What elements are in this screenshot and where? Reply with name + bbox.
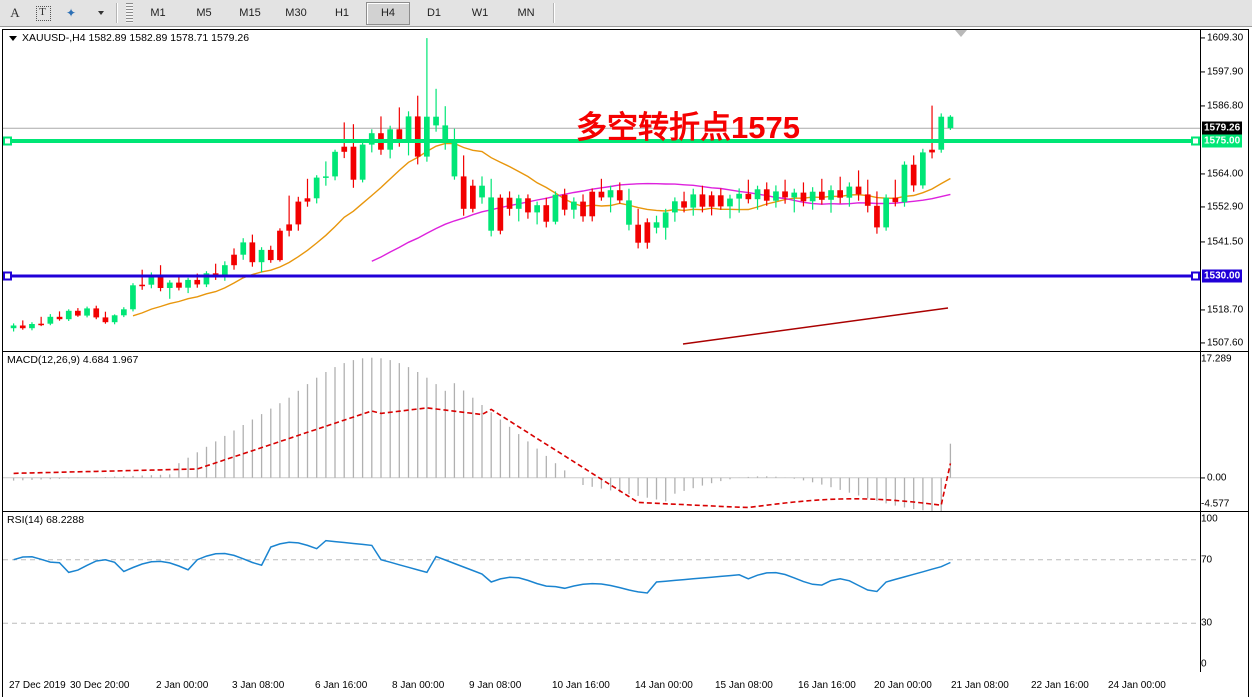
toolbar-separator <box>116 3 118 23</box>
time-axis-label: 30 Dec 20:00 <box>70 680 130 691</box>
macd-label: MACD(12,26,9) 4.684 1.967 <box>7 354 139 366</box>
macd-tick: 0.00 <box>1201 472 1226 483</box>
chart-annotation: 多空转折点1575 <box>576 110 800 145</box>
price-scale[interactable]: 1609.30 1597.90 1586.80 1564.00 1552.90 1541.… <box>1200 30 1248 351</box>
rsi-scale[interactable]: 100 70 30 0 <box>1200 512 1248 672</box>
price-tick: 1518.70 <box>1201 304 1243 315</box>
symbol-ohlc-label: XAUUSD-,H4 1582.89 1582.89 1578.71 1579.… <box>22 32 250 44</box>
price-tick: 1597.90 <box>1201 67 1243 78</box>
timeframe-m5[interactable]: M5 <box>196 7 212 19</box>
rsi-tick: 70 <box>1201 554 1213 566</box>
time-axis-label: 24 Jan 00:00 <box>1108 680 1166 691</box>
time-axis-label: 15 Jan 08:00 <box>715 680 773 691</box>
time-axis-label: 2 Jan 00:00 <box>156 680 209 691</box>
time-axis-label: 14 Jan 00:00 <box>635 680 693 691</box>
price-tick: 1541.50 <box>1201 236 1243 247</box>
symbol-header[interactable]: XAUUSD-,H4 1582.89 1582.89 1578.71 1579.… <box>9 32 249 44</box>
toolbar-grip[interactable] <box>126 3 133 23</box>
font-icon[interactable]: A <box>10 5 20 20</box>
rsi-plot[interactable] <box>3 512 1200 672</box>
price-plot[interactable] <box>3 30 1200 351</box>
rsi-pane[interactable]: RSI(14) 68.2288 100 70 30 0 <box>3 512 1248 672</box>
toolbar: A T ✦ M1 M5 M15 M30 H1 H4 D1 W1 MN <box>0 0 1252 27</box>
chevron-down-icon[interactable] <box>9 35 17 41</box>
timeframe-d1[interactable]: D1 <box>426 7 442 19</box>
rsi-svg <box>3 539 1200 624</box>
rsi-label: RSI(14) 68.2288 <box>7 514 85 526</box>
time-axis-label: 9 Jan 08:00 <box>469 680 522 691</box>
timeframe-m15[interactable]: M15 <box>239 7 261 19</box>
time-axis-label: 3 Jan 08:00 <box>232 680 285 691</box>
timeframe-w1[interactable]: W1 <box>471 7 489 19</box>
timeframe-mn[interactable]: MN <box>517 7 535 19</box>
support-level-badge-green[interactable]: 1575.00 <box>1202 134 1243 148</box>
macd-tick: 17.289 <box>1201 353 1232 365</box>
time-axis-label: 21 Jan 08:00 <box>951 680 1009 691</box>
macd-plot[interactable] <box>3 352 1200 511</box>
support-level-badge-blue[interactable]: 1530.00 <box>1202 269 1243 283</box>
rsi-tick: 0 <box>1201 658 1207 670</box>
time-axis-label: 20 Jan 00:00 <box>874 680 932 691</box>
price-tick: 1507.60 <box>1201 338 1243 349</box>
rsi-tick: 30 <box>1201 617 1213 629</box>
macd-tick: -4.577 <box>1201 498 1230 510</box>
price-tick: 1564.00 <box>1201 168 1243 179</box>
price-tick: 1586.80 <box>1201 100 1243 111</box>
toolbar-separator-2 <box>553 3 555 23</box>
time-axis-label: 22 Jan 16:00 <box>1031 680 1089 691</box>
rsi-tick: 100 <box>1201 513 1218 525</box>
macd-scale[interactable]: 17.289 0.00 -4.577 <box>1200 352 1248 511</box>
timeframe-m30[interactable]: M30 <box>285 7 307 19</box>
text-box-icon[interactable]: T <box>30 2 56 24</box>
price-pane[interactable]: XAUUSD-,H4 1582.89 1582.89 1578.71 1579.… <box>3 30 1248 352</box>
time-axis-label: 8 Jan 00:00 <box>392 680 445 691</box>
chart-marker-triangle-icon <box>955 30 967 37</box>
sparkle-icon[interactable]: ✦ <box>65 6 77 20</box>
chart-frame: XAUUSD-,H4 1582.89 1582.89 1578.71 1579.… <box>2 29 1249 695</box>
macd-pane[interactable]: MACD(12,26,9) 4.684 1.967 17.289 0.00 -4.5… <box>3 352 1248 512</box>
time-axis-label: 16 Jan 16:00 <box>798 680 856 691</box>
price-tick: 1552.90 <box>1201 202 1243 213</box>
last-price-badge[interactable]: 1579.26 <box>1202 121 1243 135</box>
timeframe-h1[interactable]: H1 <box>334 7 350 19</box>
timeframe-m1[interactable]: M1 <box>150 7 166 19</box>
macd-svg <box>3 357 1200 511</box>
time-axis[interactable]: 27 Dec 2019 30 Dec 20:00 2 Jan 00:00 3 Jan … <box>2 676 1249 697</box>
timeframe-h4[interactable]: H4 <box>366 1 410 25</box>
time-axis-label: 10 Jan 16:00 <box>552 680 610 691</box>
time-axis-label: 27 Dec 2019 <box>9 680 66 691</box>
price-tick: 1609.30 <box>1201 33 1243 44</box>
time-axis-label: 6 Jan 16:00 <box>315 680 368 691</box>
chevron-down-icon[interactable] <box>86 2 112 24</box>
price-svg <box>3 38 1200 345</box>
